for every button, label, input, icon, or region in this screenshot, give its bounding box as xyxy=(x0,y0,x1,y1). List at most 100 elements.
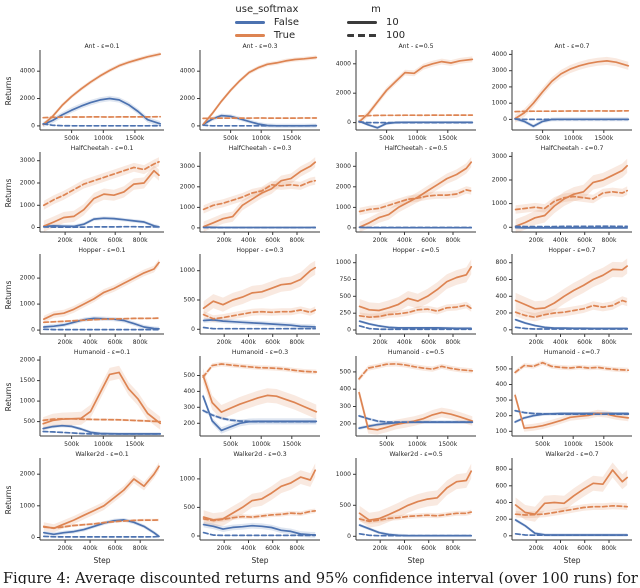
subplot-ant-0.1: 0 2000 4000 500k 1000k 1500k Ant - ε=0.1 Return… xyxy=(4,43,164,142)
svg-text:Walker2d - ε=0.3: Walker2d - ε=0.3 xyxy=(233,451,286,458)
figure-row-ant: 0 2000 4000 500k 1000k 1500k Ant - ε=0.1 Return… xyxy=(0,42,640,144)
svg-text:0: 0 xyxy=(191,533,195,540)
svg-text:1000: 1000 xyxy=(180,475,195,482)
svg-text:1000k: 1000k xyxy=(564,441,583,448)
figure-row-walker2d: 0 1000 2000 200k 400k 600k 800k Walker2d - ε=0.… xyxy=(0,450,640,566)
subplot-walker2d-0.3: 0 500 1000 200k 400k 600k 800k Walker2d - ε=0.3… xyxy=(180,451,320,565)
svg-text:500: 500 xyxy=(496,365,508,372)
svg-text:500k: 500k xyxy=(379,441,394,448)
svg-text:200k: 200k xyxy=(217,237,232,244)
svg-text:200k: 200k xyxy=(529,237,544,244)
svg-text:500: 500 xyxy=(340,293,352,300)
figure-row-hopper: 0 1000 2000 200k 400k 600k 800k Hopper - ε=0.1 R… xyxy=(0,246,640,348)
svg-text:200k: 200k xyxy=(373,545,388,552)
x-axis-label: Step xyxy=(251,556,268,565)
legend-label-true: True xyxy=(273,30,296,41)
svg-text:600: 600 xyxy=(496,482,508,489)
svg-text:1500k: 1500k xyxy=(126,135,145,142)
svg-text:1000: 1000 xyxy=(180,204,195,211)
svg-text:1000: 1000 xyxy=(20,301,35,308)
svg-text:HalfCheetah - ε=0.1: HalfCheetah - ε=0.1 xyxy=(71,145,134,152)
svg-text:200k: 200k xyxy=(58,545,73,552)
svg-text:400k: 400k xyxy=(397,237,412,244)
svg-text:200k: 200k xyxy=(58,339,73,346)
svg-text:0: 0 xyxy=(347,327,351,334)
subplot-ant-0.5: 0 2000 4000 500k 1000k 1500k Ant - ε=0.5 xyxy=(336,43,476,142)
legend-group-m: m 10 100 xyxy=(347,3,405,42)
svg-text:400: 400 xyxy=(496,499,508,506)
subplot-walker2d-0.5: 0 500 1000 200k 400k 600k 800k Walker2d - ε=0.5… xyxy=(336,451,476,565)
svg-text:3000: 3000 xyxy=(180,163,195,170)
svg-text:1000k: 1000k xyxy=(252,135,271,142)
svg-text:2000: 2000 xyxy=(20,95,35,102)
svg-text:400: 400 xyxy=(340,386,352,393)
svg-text:500: 500 xyxy=(340,368,352,375)
svg-text:800k: 800k xyxy=(446,339,461,346)
legend-group-use-softmax: use_softmax False True xyxy=(234,3,299,42)
svg-text:1000: 1000 xyxy=(336,259,351,266)
svg-text:1000: 1000 xyxy=(20,398,35,405)
svg-text:1500k: 1500k xyxy=(438,441,457,448)
svg-text:Humanoid - ε=0.3: Humanoid - ε=0.3 xyxy=(232,349,288,356)
svg-text:800k: 800k xyxy=(602,237,617,244)
subplot-halfcheetah-0.7: 0 1000 2000 3000 200k 400k 600k 800k HalfCheetah… xyxy=(492,145,632,244)
svg-text:1500k: 1500k xyxy=(438,135,457,142)
subplot-humanoid-0.1: 500 1000 1500 2000 500k 1000k 1500k Humanoid - … xyxy=(4,349,164,448)
svg-text:400k: 400k xyxy=(553,237,568,244)
svg-text:200: 200 xyxy=(184,420,196,427)
svg-text:2000: 2000 xyxy=(336,90,351,97)
svg-text:0: 0 xyxy=(191,122,195,129)
dark-dashed-line-icon xyxy=(347,34,377,37)
subplot-grid: 0 2000 4000 500k 1000k 1500k Ant - ε=0.1 Return… xyxy=(0,42,640,566)
svg-text:400k: 400k xyxy=(397,339,412,346)
subplot-humanoid-0.7: 100 200 300 400 500 500k 1000k 1500k Humanoid - … xyxy=(496,349,632,448)
svg-text:600k: 600k xyxy=(421,545,436,552)
legend-entry-true: True xyxy=(234,29,299,42)
svg-text:600: 600 xyxy=(496,276,508,283)
svg-text:1000: 1000 xyxy=(492,200,507,207)
legend-label-m10: 10 xyxy=(386,17,399,28)
svg-text:600k: 600k xyxy=(577,237,592,244)
svg-text:2000: 2000 xyxy=(20,275,35,282)
svg-text:400k: 400k xyxy=(83,237,98,244)
svg-text:4000: 4000 xyxy=(336,60,351,67)
svg-text:Hopper - ε=0.7: Hopper - ε=0.7 xyxy=(548,247,595,254)
caption-text-prefix: Figure 4: Average discounted returns and… xyxy=(3,571,640,584)
svg-text:200k: 200k xyxy=(529,339,544,346)
svg-text:400k: 400k xyxy=(553,545,568,552)
subplot-hopper-0.5: 0 250 500 750 1000 200k 400k 600k 800k Hopper - ε… xyxy=(336,247,476,346)
svg-text:600k: 600k xyxy=(108,545,123,552)
svg-text:2000: 2000 xyxy=(336,183,351,190)
legend-title-use-softmax: use_softmax xyxy=(235,4,299,15)
svg-text:400k: 400k xyxy=(241,237,256,244)
svg-text:800k: 800k xyxy=(602,339,617,346)
svg-text:1000k: 1000k xyxy=(94,135,113,142)
svg-text:2000: 2000 xyxy=(20,471,35,478)
svg-text:0: 0 xyxy=(503,116,507,123)
orange-solid-line-icon xyxy=(234,34,265,37)
legend-entry-false: False xyxy=(234,16,299,29)
svg-text:HalfCheetah - ε=0.3: HalfCheetah - ε=0.3 xyxy=(229,145,292,152)
svg-text:1500: 1500 xyxy=(20,377,35,384)
svg-text:4000: 4000 xyxy=(492,51,507,58)
svg-text:500: 500 xyxy=(24,418,36,425)
subplot-ant-0.3: 0 2000 4000 500k 1000k 1500k Ant - ε=0.3 xyxy=(180,43,320,142)
svg-text:Walker2d - ε=0.1: Walker2d - ε=0.1 xyxy=(75,451,128,458)
svg-text:4000: 4000 xyxy=(20,68,35,75)
svg-text:800k: 800k xyxy=(446,237,461,244)
svg-text:2000: 2000 xyxy=(180,95,195,102)
svg-text:600k: 600k xyxy=(108,339,123,346)
svg-text:500: 500 xyxy=(340,502,352,509)
svg-text:0: 0 xyxy=(347,533,351,540)
svg-text:500k: 500k xyxy=(535,135,550,142)
svg-text:800k: 800k xyxy=(133,545,148,552)
svg-text:600k: 600k xyxy=(577,339,592,346)
legend-entry-m100: 100 xyxy=(347,29,405,42)
legend-label-false: False xyxy=(273,17,299,28)
svg-text:800k: 800k xyxy=(290,237,305,244)
svg-text:400: 400 xyxy=(496,381,508,388)
svg-text:600k: 600k xyxy=(108,237,123,244)
svg-text:1000k: 1000k xyxy=(252,441,271,448)
svg-text:1500k: 1500k xyxy=(282,441,301,448)
